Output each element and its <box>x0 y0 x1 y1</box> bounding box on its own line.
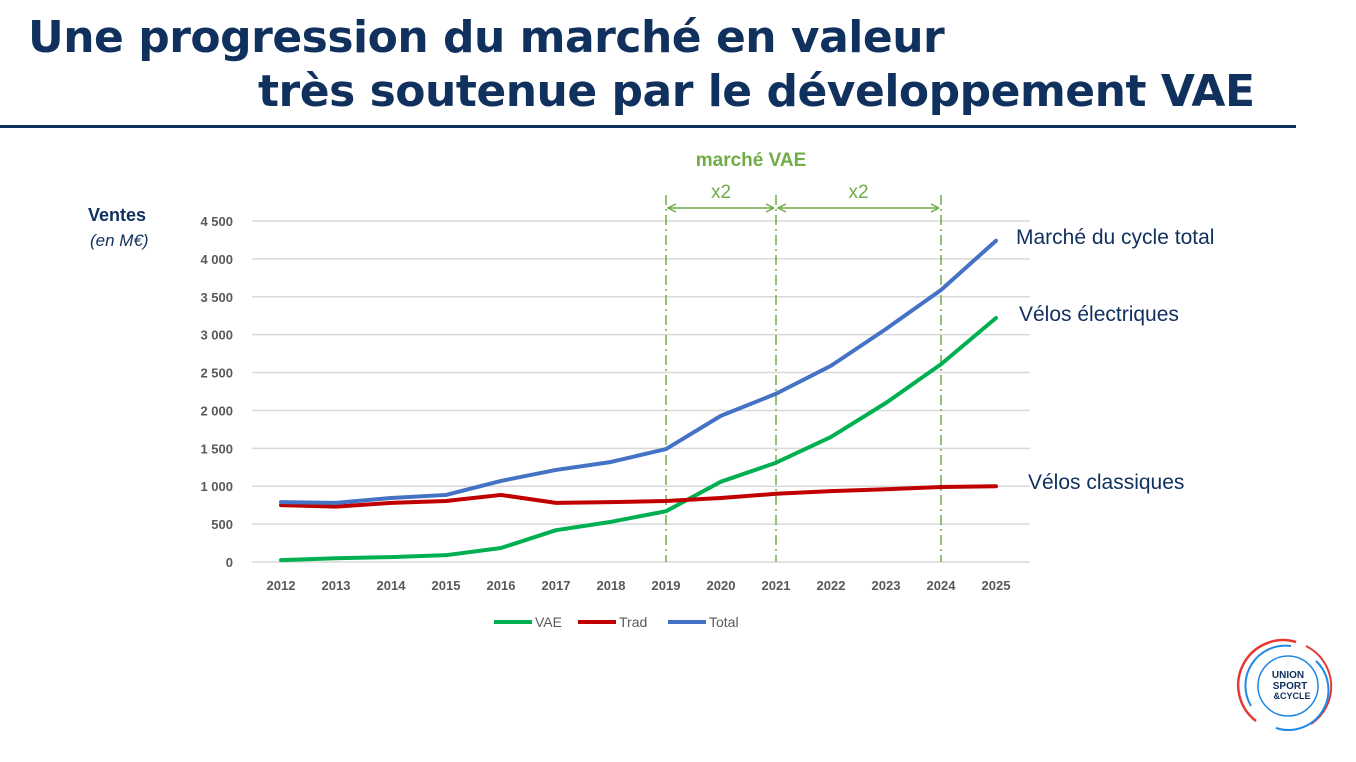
y-tick-label: 3 000 <box>200 328 233 343</box>
title-line-2: très soutenue par le développement VAE <box>258 66 1255 117</box>
y-tick-label: 3 500 <box>200 290 233 305</box>
arrow-head-right <box>765 203 775 213</box>
svg-text:&CYCLE: &CYCLE <box>1273 691 1310 701</box>
x-tick-label: 2016 <box>487 578 516 593</box>
title-divider <box>0 125 1296 128</box>
svg-text:UNION: UNION <box>1272 670 1304 681</box>
label-total: Marché du cycle total <box>1016 226 1215 249</box>
x-tick-label: 2014 <box>377 578 407 593</box>
y-axis-label: Ventes <box>88 205 147 225</box>
x-tick-label: 2019 <box>652 578 681 593</box>
y-tick-label: 2 500 <box>200 366 233 381</box>
arrow-head-left <box>776 203 787 213</box>
y-tick-label: 4 500 <box>200 214 233 229</box>
x-tick-label: 2022 <box>817 578 846 593</box>
series-line-total <box>279 238 998 505</box>
y-tick-label: 2 000 <box>200 403 233 418</box>
legend-label-trad: Trad <box>619 614 647 630</box>
x-tick-label: 2024 <box>927 578 957 593</box>
label-electric: Vélos électriques <box>1019 303 1179 326</box>
x-tick-label: 2023 <box>872 578 901 593</box>
annotation-header: marché VAE <box>696 150 807 171</box>
legend-label-total: Total <box>709 614 739 630</box>
series-line-trad <box>279 484 998 509</box>
y-tick-label: 1 500 <box>200 441 233 456</box>
y-tick-label: 500 <box>211 517 233 532</box>
y-tick-label: 1 000 <box>200 479 233 494</box>
x-tick-label: 2018 <box>597 578 626 593</box>
y-tick-label: 0 <box>226 555 233 570</box>
arrow-head-left <box>666 203 677 213</box>
x-tick-label: 2020 <box>707 578 736 593</box>
span-label: x2 <box>848 182 868 203</box>
x-tick-label: 2017 <box>542 578 571 593</box>
x-tick-label: 2015 <box>432 578 461 593</box>
title-line-1: Une progression du marché en valeur <box>28 12 945 63</box>
label-classic: Vélos classiques <box>1028 471 1185 494</box>
x-tick-label: 2013 <box>322 578 351 593</box>
svg-text:SPORT: SPORT <box>1273 681 1307 692</box>
x-tick-label: 2021 <box>762 578 791 593</box>
arrow-head-right <box>930 203 940 213</box>
y-axis-unit: (en M€) <box>90 231 149 250</box>
x-tick-label: 2012 <box>267 578 296 593</box>
x-tick-label: 2025 <box>982 578 1011 593</box>
y-tick-label: 4 000 <box>200 252 233 267</box>
legend-label-vae: VAE <box>535 614 562 630</box>
union-sport-cycle-logo: UNION SPORT &CYCLE <box>1236 638 1333 731</box>
series-line-vae <box>279 315 998 563</box>
span-label: x2 <box>711 182 731 203</box>
